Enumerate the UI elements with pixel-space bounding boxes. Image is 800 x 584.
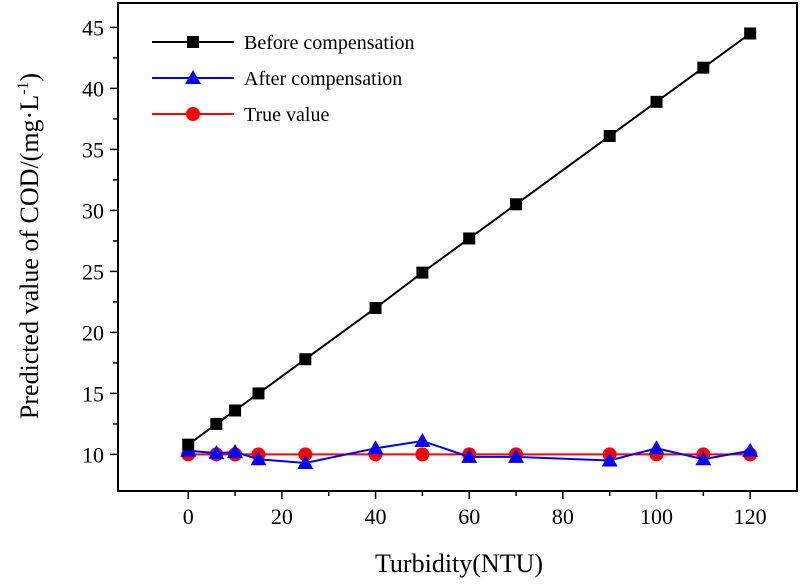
y-tick-label: 25 — [82, 259, 104, 284]
legend: Before compensation After compensation Tru… — [152, 32, 415, 126]
data-point-before-compensation — [463, 232, 476, 245]
y-tick-label: 40 — [82, 76, 104, 101]
data-point-before-compensation — [650, 95, 663, 108]
plot-frame — [117, 2, 798, 492]
data-point-after-compensation — [208, 445, 225, 460]
data-point-before-compensation — [510, 198, 523, 211]
data-point-before-compensation — [369, 302, 382, 314]
legend-marker-before-compensation — [187, 36, 199, 48]
data-point-before-compensation — [603, 129, 616, 142]
series-layer — [180, 27, 759, 469]
y-axis-title-main: Predicted value of COD/(mg·L — [15, 95, 44, 419]
y-axis-ticks: 10 15 20 25 30 35 40 45 — [82, 15, 118, 467]
data-point-true-value — [298, 447, 313, 462]
legend-label-true-value: True value — [244, 104, 329, 126]
data-point-after-compensation — [250, 451, 267, 466]
data-point-after-compensation — [742, 442, 759, 457]
x-tick-label: 0 — [183, 504, 194, 529]
data-point-before-compensation — [299, 353, 312, 366]
data-point-before-compensation — [252, 387, 265, 400]
x-tick-label: 20 — [271, 504, 293, 529]
data-point-true-value — [415, 447, 430, 462]
data-point-before-compensation — [416, 266, 429, 279]
x-tick-label: 60 — [458, 504, 480, 529]
data-point-before-compensation — [210, 417, 223, 430]
legend-item-before-compensation: Before compensation — [152, 32, 415, 54]
legend-item-after-compensation: After compensation — [152, 68, 402, 90]
y-tick-label: 30 — [82, 198, 104, 223]
data-point-before-compensation — [697, 61, 710, 74]
y-axis-title-close: ) — [15, 73, 44, 82]
data-point-before-compensation — [229, 404, 242, 417]
data-point-after-compensation — [601, 452, 618, 467]
axes — [117, 2, 798, 492]
legend-item-true-value: True value — [152, 104, 329, 126]
x-axis-title: Turbidity(NTU) — [375, 549, 543, 578]
data-point-after-compensation — [695, 451, 712, 466]
y-tick-label: 10 — [82, 442, 104, 467]
x-tick-label: 100 — [640, 504, 673, 529]
y-axis-title-superscript: -1 — [15, 82, 32, 95]
data-point-before-compensation — [182, 438, 195, 451]
legend-marker-after-compensation — [185, 70, 201, 84]
legend-label-after-compensation: After compensation — [244, 68, 402, 90]
data-point-after-compensation — [227, 443, 244, 458]
data-point-after-compensation — [461, 448, 478, 463]
data-point-after-compensation — [297, 454, 314, 469]
y-axis-title: Predicted value of COD/(mg·L-1) — [15, 73, 44, 419]
y-tick-label: 15 — [82, 381, 104, 406]
data-point-after-compensation — [508, 448, 525, 463]
y-tick-label: 45 — [82, 15, 104, 40]
data-point-after-compensation — [648, 440, 665, 455]
x-tick-label: 120 — [734, 504, 767, 529]
data-point-after-compensation — [367, 440, 384, 455]
y-tick-label: 20 — [82, 320, 104, 345]
data-point-after-compensation — [414, 432, 431, 447]
legend-marker-true-value — [186, 107, 200, 121]
x-tick-label: 80 — [552, 504, 574, 529]
series-before-compensation — [182, 27, 757, 451]
series-after-compensation — [180, 432, 759, 469]
x-axis-ticks: 0 20 40 60 80 100 120 — [183, 491, 767, 529]
data-point-before-compensation — [744, 27, 757, 40]
y-tick-label: 35 — [82, 137, 104, 162]
legend-label-before-compensation: Before compensation — [244, 32, 415, 54]
x-tick-label: 40 — [365, 504, 387, 529]
